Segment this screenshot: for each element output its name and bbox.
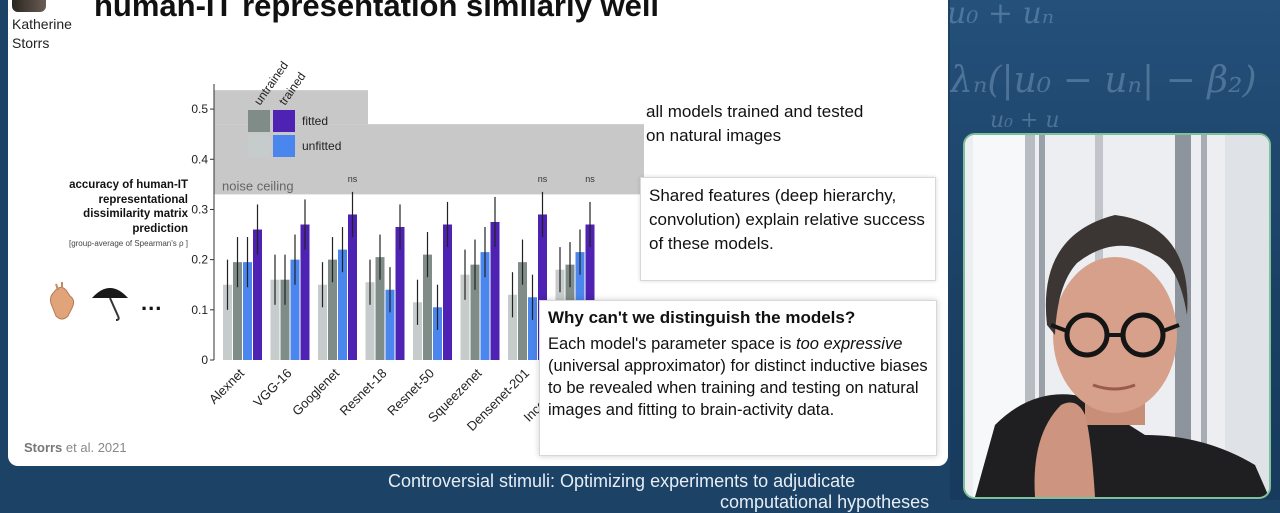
citation-rest: et al. 2021 [62,440,127,455]
umbrella-stimulus-icon [92,288,128,321]
bar-0-1 [233,262,242,360]
bar-2-2 [338,249,347,360]
bar-5-2 [480,252,490,360]
y-desc-line1: accuracy of human-IT [69,179,188,191]
y-tick-label-0: 0 [201,353,208,367]
citation-authors: Storrs [24,440,63,455]
y-desc-line2: representational [98,193,188,206]
bar-0-2 [243,262,252,360]
ns-marker-0: ns [348,174,358,184]
citation: Storrs et al. 2021 [24,440,127,455]
bar-1-1 [280,279,290,360]
bar-6-3 [538,214,547,360]
bar-6-1 [518,262,527,360]
bar-5-1 [470,264,480,360]
bar-7-3 [585,224,595,360]
bar-1-2 [290,259,300,360]
stimuli-ellipsis: ... [141,290,163,315]
y-tick-label-1: 0.1 [191,303,208,317]
speaker-video-frame [965,135,1269,497]
question-box: Why can't we distinguish the models? Eac… [539,300,937,456]
category-label-0: Alexnet [206,365,248,407]
y-tick-label-4: 0.4 [191,152,208,166]
legend-swatch-untrained-fitted [248,110,270,132]
noise-ceiling-label: noise ceiling [222,178,294,193]
legend-swatch-trained-unfitted [273,135,295,157]
bar-4-1 [423,254,432,360]
y-desc-line4: prediction [132,222,188,235]
question-body-part1: Each model's parameter space is [548,335,797,353]
question-body-italic: too expressive [796,335,903,353]
noise-ceiling-band [214,124,644,195]
bar-2-3 [348,214,357,360]
presenter-first-name: Katherine [12,16,72,32]
y-tick-label-3: 0.3 [191,202,208,216]
video-caption-line1: Controversial stimuli: Optimizing experi… [388,471,856,491]
slide-title: human-IT representation similarly well [94,0,660,23]
category-label-1: VGG-16 [250,366,294,410]
presenter-photo [12,0,46,12]
models-note-line1: all models trained and tested [646,102,864,121]
legend-swatch-untrained-unfitted [248,135,270,157]
legend-row-fitted: fitted [302,114,328,128]
bar-5-0 [460,274,470,360]
presenter-last-name: Storrs [12,35,50,51]
hand-stimulus-icon [49,282,75,320]
bar-1-3 [300,224,310,360]
bar-3-1 [375,257,385,360]
presenter-name: Katherine Storrs [12,15,72,53]
y-axis-description: accuracy of human-IT representational di… [18,178,188,252]
bar-3-3 [395,227,405,360]
bar-6-2 [528,297,537,360]
y-desc-subline: [group-average of Spearman's ρ ] [68,239,188,248]
legend-row-unfitted: unfitted [302,139,341,153]
legend-swatch-trained-fitted [273,110,295,132]
bar-0-3 [253,229,262,360]
speaker-webcam [963,133,1271,499]
bar-2-0 [318,284,327,360]
question-heading: Why can't we distinguish the models? [548,308,856,327]
models-note-line2: on natural images [646,126,782,145]
bar-3-2 [385,289,395,360]
bar-5-3 [490,222,500,360]
bar-4-2 [433,307,442,360]
bar-6-0 [508,294,517,360]
video-caption-line2: computational hypotheses [720,492,930,512]
y-tick-label-5: 0.5 [191,102,208,116]
y-desc-line3: dissimilarity matrix [83,208,188,220]
category-label-3: Resnet-18 [337,366,390,419]
presentation-slide: Katherine Storrs human-IT representation… [8,0,948,466]
ns-marker-1: ns [538,174,548,184]
bar-4-0 [413,302,422,360]
bar-4-3 [443,224,452,360]
question-body-part2: (universal approximator) for distinct in… [548,357,928,419]
ns-marker-2: ns [585,174,595,184]
bar-2-1 [328,259,337,360]
bar-0-0 [223,284,232,360]
models-note: all models trained and tested on natural… [646,100,926,148]
y-tick-label-2: 0.2 [191,253,208,267]
category-label-2: Googlenet [289,365,342,418]
bar-1-0 [270,279,280,360]
bar-3-0 [365,282,375,360]
question-body: Each model's parameter space is too expr… [548,333,928,421]
shared-features-box: Shared features (deep hierarchy, convolu… [640,177,936,281]
